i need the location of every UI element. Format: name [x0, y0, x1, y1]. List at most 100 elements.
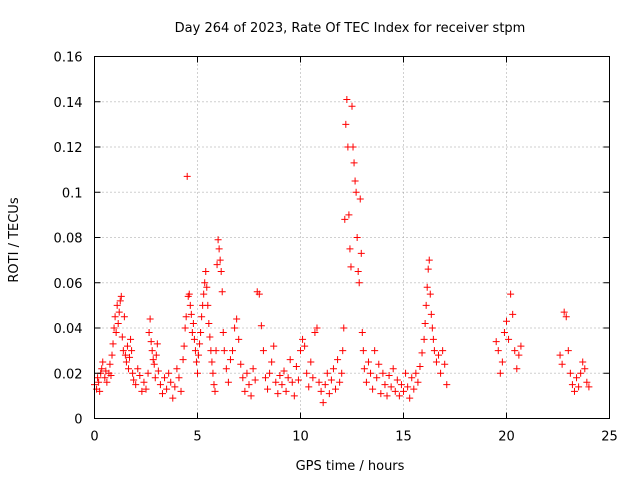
data-point — [356, 195, 364, 203]
data-point — [198, 313, 206, 321]
data-point — [183, 172, 191, 180]
data-point — [339, 347, 347, 355]
data-point — [375, 360, 383, 368]
data-point — [515, 351, 523, 359]
y-tick-label: 0.16 — [54, 51, 83, 66]
data-point — [573, 374, 581, 382]
data-point — [441, 360, 449, 368]
x-tick-label: 0 — [90, 430, 98, 445]
data-point — [117, 292, 125, 300]
data-point — [284, 374, 292, 382]
data-point — [211, 387, 219, 395]
data-point — [276, 372, 284, 380]
data-point — [290, 392, 298, 400]
data-point — [498, 358, 506, 366]
data-point — [292, 362, 300, 370]
data-point — [349, 143, 357, 151]
data-point — [560, 308, 568, 316]
data-point — [358, 329, 366, 337]
data-point — [355, 279, 363, 287]
data-point — [203, 283, 211, 291]
data-point — [581, 365, 589, 373]
data-point — [340, 324, 348, 332]
data-point — [562, 313, 570, 321]
data-point — [270, 342, 278, 350]
data-point — [169, 394, 177, 402]
data-point — [294, 376, 302, 384]
data-point — [402, 369, 410, 377]
data-point — [213, 261, 221, 269]
data-point — [558, 360, 566, 368]
x-tick-label: 10 — [292, 430, 309, 445]
data-point — [121, 351, 129, 359]
data-point — [389, 365, 397, 373]
data-point — [428, 324, 436, 332]
data-point — [255, 290, 263, 298]
data-point — [220, 347, 228, 355]
y-axis-label: ROTI / TECUs — [7, 197, 22, 282]
data-point — [443, 381, 451, 389]
data-point — [140, 378, 148, 386]
data-point — [209, 369, 217, 377]
data-point — [303, 369, 311, 377]
data-point — [134, 365, 142, 373]
data-point — [251, 376, 259, 384]
data-point — [127, 335, 135, 343]
data-point — [315, 378, 323, 386]
data-point — [181, 324, 189, 332]
data-point — [350, 159, 358, 167]
data-point — [259, 347, 267, 355]
data-point — [175, 374, 183, 382]
data-point — [177, 387, 185, 395]
y-tick-label: 0.04 — [54, 322, 83, 337]
data-point — [513, 365, 521, 373]
data-points — [91, 95, 593, 407]
chart-title: Day 264 of 2023, Rate Of TEC Index for r… — [175, 21, 526, 36]
data-point — [348, 102, 356, 110]
data-point — [123, 342, 131, 350]
data-point — [575, 383, 583, 391]
data-point — [397, 381, 405, 389]
data-point — [208, 358, 216, 366]
data-point — [180, 342, 188, 350]
y-tick-label: 0.08 — [54, 232, 83, 247]
data-point — [190, 335, 198, 343]
data-point — [136, 372, 144, 380]
data-point — [185, 290, 193, 298]
data-point — [111, 313, 119, 321]
data-point — [391, 387, 399, 395]
data-point — [345, 211, 353, 219]
data-point — [182, 313, 190, 321]
data-point — [338, 369, 346, 377]
data-point — [311, 329, 319, 337]
data-point — [214, 236, 222, 244]
data-point — [107, 372, 115, 380]
data-point — [323, 369, 331, 377]
y-tick-label: 0.02 — [54, 367, 83, 382]
data-point — [173, 365, 181, 373]
x-tick-label: 25 — [601, 430, 618, 445]
data-point — [301, 342, 309, 350]
data-point — [212, 347, 220, 355]
data-point — [241, 387, 249, 395]
data-point — [150, 360, 158, 368]
data-point — [383, 392, 391, 400]
data-point — [566, 369, 574, 377]
data-point — [196, 340, 204, 348]
data-point — [204, 301, 212, 309]
data-point — [167, 378, 175, 386]
data-point — [435, 351, 443, 359]
data-point — [145, 329, 153, 337]
data-point — [307, 358, 315, 366]
data-point — [278, 381, 286, 389]
y-tick-label: 0.06 — [54, 277, 83, 292]
data-point — [297, 347, 304, 355]
data-point — [226, 356, 234, 364]
data-point — [583, 378, 591, 386]
data-point — [509, 310, 517, 318]
data-point — [187, 310, 195, 318]
data-point — [120, 313, 128, 321]
data-point — [282, 387, 290, 395]
data-point — [128, 347, 136, 355]
